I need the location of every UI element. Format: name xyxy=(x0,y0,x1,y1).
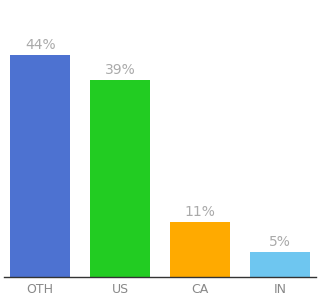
Text: 5%: 5% xyxy=(269,235,291,249)
Text: 11%: 11% xyxy=(185,205,215,219)
Text: 39%: 39% xyxy=(105,63,135,77)
Bar xyxy=(90,80,150,277)
Bar xyxy=(10,55,70,277)
Bar xyxy=(170,222,230,277)
Text: 44%: 44% xyxy=(25,38,55,52)
Bar xyxy=(250,252,310,277)
